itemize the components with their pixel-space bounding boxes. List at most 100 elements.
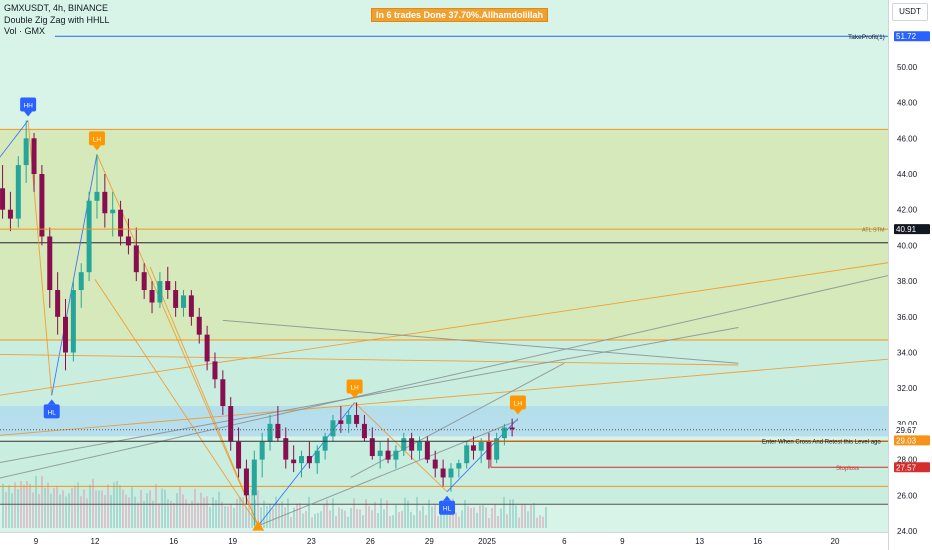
volume-bar (71, 488, 73, 528)
candle (165, 266, 171, 299)
volume-bar (212, 497, 214, 528)
candle (7, 191, 13, 232)
symbol-line[interactable]: GMXUSDT, 4h, BINANCE (4, 3, 109, 13)
volume-bar (341, 509, 343, 528)
volume-bar (368, 506, 370, 528)
volume-bar (131, 487, 133, 528)
candle (409, 432, 415, 460)
volume-bar (236, 498, 238, 528)
swing-label-hh: HH (20, 97, 37, 117)
volume-bar (68, 493, 70, 528)
x-tick-label: 2025 (478, 537, 496, 546)
takeprofit-tag-bg (894, 31, 930, 42)
volume-bar (428, 499, 430, 528)
volume-bar (107, 484, 109, 528)
candle (338, 406, 344, 433)
volume-bar (431, 506, 433, 528)
candle-body (118, 209, 124, 237)
volume-bar (467, 506, 469, 528)
volume-bar (35, 475, 37, 528)
volume-bar (50, 493, 52, 528)
volume-bar (392, 515, 394, 528)
volume-bar (110, 495, 112, 528)
candle-body (275, 423, 281, 439)
candle-body (361, 423, 367, 439)
volume-bar (59, 494, 61, 528)
volume-bar (344, 510, 346, 528)
candle (393, 445, 399, 469)
volume-bar (206, 496, 208, 528)
candle (456, 459, 462, 478)
zone-3 (0, 441, 888, 487)
trendline-11 (0, 354, 739, 366)
swing-label-box (509, 395, 526, 410)
volume-bar (125, 494, 127, 528)
volume-bar (95, 490, 97, 528)
volume-bar (11, 493, 13, 528)
volume-bar (533, 503, 535, 528)
volume-bar (521, 504, 523, 528)
y-tick-label: 34.00 (897, 349, 918, 358)
candle (464, 441, 470, 469)
x-tick-label: 9 (620, 537, 625, 546)
candle (78, 263, 84, 308)
volume-bar (164, 489, 166, 528)
candle-body (149, 290, 155, 303)
candle-body (243, 468, 249, 496)
volume-bar (473, 507, 475, 528)
indicator-line[interactable]: Double Zig Zag with HHLL (4, 14, 110, 25)
volume-bar (176, 493, 178, 528)
trendline-12 (0, 327, 739, 464)
stoploss-label: Stoploss (836, 466, 859, 472)
atl-tag-bg (894, 224, 930, 235)
candle (102, 174, 108, 228)
volume-bar (47, 482, 49, 528)
candle-body (31, 138, 37, 174)
currency-button[interactable]: USDT (892, 3, 928, 21)
volume-bar (371, 510, 373, 528)
volume-bar (296, 503, 298, 528)
candle-body (470, 445, 476, 451)
candle (236, 427, 242, 478)
volume-bar (272, 508, 274, 528)
volume-bar (152, 500, 154, 528)
volume-bar (17, 489, 19, 528)
candle-body (196, 316, 202, 335)
stoploss-tag: 27.57 (894, 462, 930, 473)
candle-body (204, 334, 210, 362)
volume-bar (158, 503, 160, 528)
candle-body (141, 272, 147, 291)
swing-label-box (20, 97, 37, 112)
volume-bar (515, 505, 517, 528)
candle-body (291, 459, 297, 464)
candle-body (181, 295, 187, 308)
volume-bar (413, 515, 415, 528)
candle (181, 290, 187, 317)
volume-bar (464, 500, 466, 528)
volume-bar (44, 487, 46, 528)
candle-body (15, 165, 21, 219)
trendline-10 (0, 358, 888, 436)
candle-body (306, 456, 312, 464)
volume-line[interactable]: Vol · GMX (4, 26, 46, 36)
zone-2 (0, 406, 888, 437)
candle-body (494, 438, 500, 460)
volume-bar (62, 490, 64, 528)
volume-bar (374, 501, 376, 528)
volume-bar (98, 490, 100, 528)
volume-bar (227, 506, 229, 528)
volume-bar (161, 488, 163, 528)
volume-bar (185, 499, 187, 528)
y-tick-label: 48.00 (897, 99, 918, 108)
candle-body (417, 441, 423, 451)
volume-bar (512, 499, 514, 528)
y-tick-label: 50.00 (897, 63, 918, 72)
swing-label-pointer (47, 399, 56, 405)
swing-label-box (43, 404, 60, 419)
candle (251, 450, 257, 526)
volume-bar (182, 494, 184, 528)
candle (70, 281, 76, 362)
volume-bar (89, 484, 91, 528)
atl-label: ATL STM (862, 228, 885, 234)
